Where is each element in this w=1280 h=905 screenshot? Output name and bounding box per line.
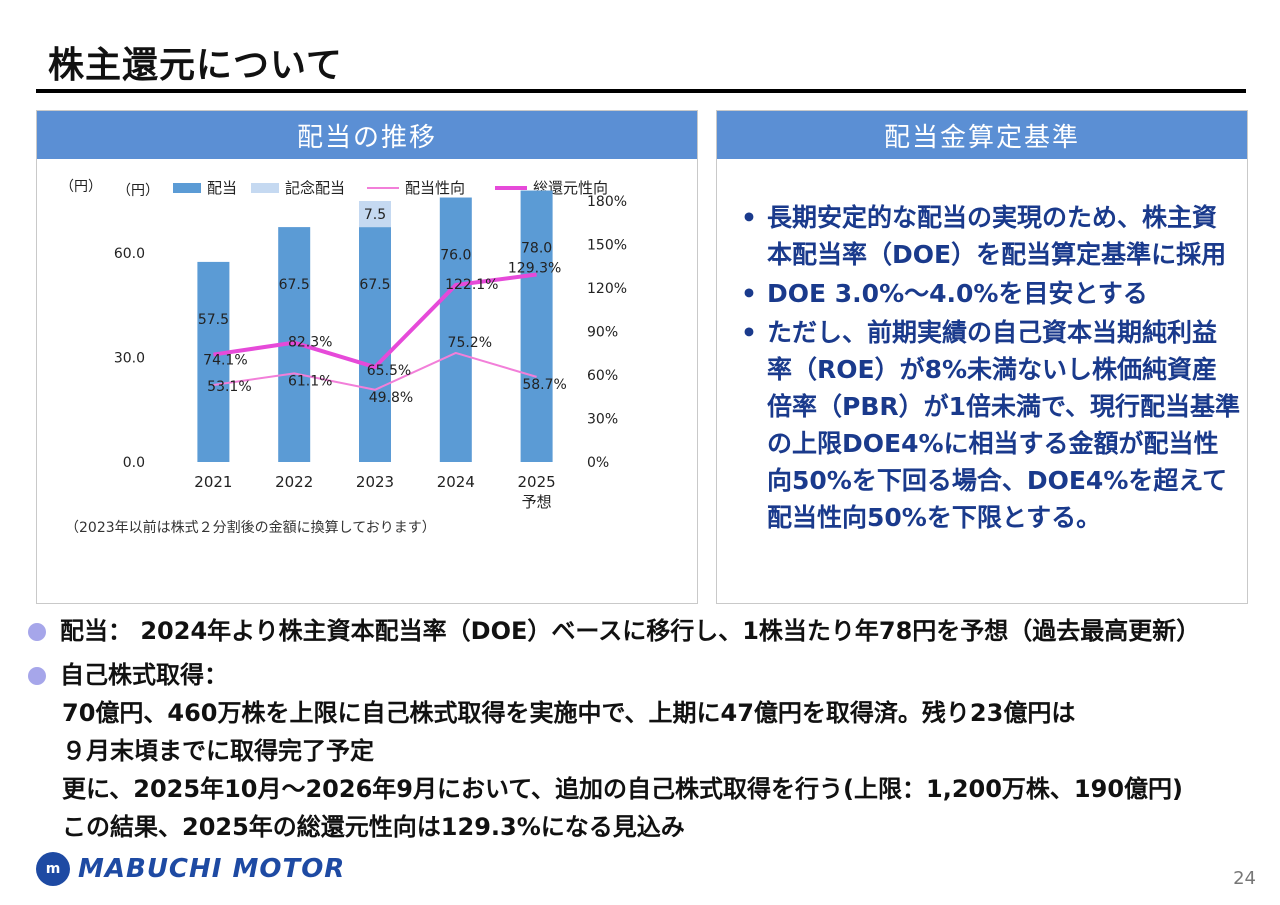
- dividend-bar: [359, 227, 391, 462]
- y-right-tick-label: 120%: [587, 281, 627, 297]
- buyback-line: 更に、2025年10月～2026年9月において、追加の自己株式取得を行う(上限：…: [62, 775, 1183, 803]
- criteria-item: • 長期安定的な配当の実現のため、株主資本配当率（DOE）を配当算定基準に採用: [741, 199, 1241, 273]
- dividend-summary: 配当： 2024年より株主資本配当率（DOE）ベースに移行し、1株当たり年78円…: [28, 612, 1268, 650]
- dividend-bar: [439, 197, 472, 462]
- y-left-tick-label: 60.0: [114, 246, 145, 262]
- legend-swatch: [173, 183, 201, 193]
- bullet-dot-icon: •: [741, 203, 757, 232]
- legend-label: 配当: [207, 179, 237, 197]
- legend-label: 記念配当: [285, 179, 345, 197]
- x-category-label: 2024: [437, 473, 475, 491]
- page-number: 24: [1233, 868, 1256, 889]
- y-right-tick-label: 0%: [587, 455, 609, 471]
- dividend-chart: （円） （円） 配当 記念配当 配当性向 総還元性向0.030.060.00%30%60%…: [60, 179, 627, 511]
- buyback-line: この結果、2025年の総還元性向は129.3%になる見込み: [62, 813, 685, 841]
- buyback-line: 70億円、460万株を上限に自己株式取得を実施中で、上期に47億円を取得済。残り…: [62, 699, 1076, 727]
- x-category-label: 2022: [275, 473, 313, 491]
- buyback-summary: 自己株式取得：: [28, 656, 1268, 694]
- dividend-trend-panel: 配当の推移 （円） （円） 配当 記念配当 配当性向 総還元性向 0.0 30.0 60.0 0%…: [36, 110, 698, 604]
- total-return-data-label: 74.1%: [203, 353, 247, 369]
- company-logo: m MABUCHI MOTOR: [36, 852, 345, 886]
- y-right-tick-label: 150%: [587, 238, 627, 254]
- buyback-line: ９月末頃までに取得完了予定: [62, 737, 374, 765]
- commemorative-bar: [359, 201, 391, 228]
- legend-label: 配当性向: [405, 179, 465, 197]
- dividend-trend-header: 配当の推移: [37, 111, 697, 159]
- dividend-data-label: 67.5: [279, 277, 310, 293]
- criteria-item: • DOE 3.0%～4.0%を目安とする: [741, 275, 1241, 312]
- dividend-data-label: 57.5: [198, 312, 229, 328]
- dividend-data-label: 78.0: [521, 241, 552, 257]
- split-note: （2023年以前は株式２分割後の金額に換算しております）: [65, 520, 436, 536]
- y-right-tick-label: 30%: [587, 412, 618, 428]
- y-right-tick-label: 180%: [587, 194, 627, 210]
- dividend-bar: [520, 190, 553, 462]
- x-category-label: 2021: [194, 473, 232, 491]
- total-return-line: [213, 272, 537, 370]
- title-divider: [36, 89, 1246, 93]
- dividend-data-label: 76.0: [440, 248, 471, 264]
- summary-section: 配当： 2024年より株主資本配当率（DOE）ベースに移行し、1株当たり年78円…: [28, 612, 1268, 846]
- mabuchi-logo-icon: m: [36, 852, 70, 886]
- legend-swatch: [251, 183, 279, 193]
- x-category-label: 予想: [522, 493, 552, 511]
- bullet-dot-icon: •: [741, 279, 757, 308]
- circle-bullet-icon: [28, 667, 46, 685]
- criteria-list: • 長期安定的な配当の実現のため、株主資本配当率（DOE）を配当算定基準に採用 •…: [741, 199, 1241, 538]
- total-return-data-label: 129.3%: [508, 261, 561, 277]
- dividend-criteria-header: 配当金算定基準: [717, 111, 1247, 159]
- bullet-dot-icon: •: [741, 318, 757, 347]
- y-right-tick-label: 90%: [587, 325, 618, 341]
- payout-data-label: 61.1%: [288, 373, 332, 389]
- total-return-data-label: 82.3%: [288, 335, 332, 351]
- y-left-tick-label: 0.0: [123, 455, 145, 471]
- y-right-tick-label: 60%: [587, 368, 618, 384]
- dividend-data-label: 67.5: [359, 277, 390, 293]
- circle-bullet-icon: [28, 623, 46, 641]
- payout-ratio-line: [213, 351, 537, 391]
- payout-data-label: 58.7%: [522, 377, 566, 393]
- dividend-criteria-panel: 配当金算定基準 • 長期安定的な配当の実現のため、株主資本配当率（DOE）を配当算…: [716, 110, 1248, 604]
- page-title: 株主還元について: [48, 45, 343, 86]
- payout-data-label: 49.8%: [369, 390, 413, 406]
- total-return-data-label: 122.1%: [445, 277, 498, 293]
- y-unit-label: （円）: [117, 183, 159, 199]
- commemorative-data-label: 7.5: [364, 207, 386, 223]
- x-category-label: 2023: [356, 473, 394, 491]
- x-category-label: 2025: [518, 473, 556, 491]
- payout-data-label: 75.2%: [448, 335, 492, 351]
- y-unit-label: （円）: [60, 179, 102, 195]
- criteria-item: • ただし、前期実績の自己資本当期純利益率（ROE）が8%未満ないし株価純資産倍率…: [741, 314, 1241, 536]
- total-return-data-label: 65.5%: [367, 363, 411, 379]
- y-left-tick-label: 30.0: [114, 351, 145, 367]
- payout-data-label: 53.1%: [207, 379, 251, 395]
- dividend-bar: [197, 261, 230, 462]
